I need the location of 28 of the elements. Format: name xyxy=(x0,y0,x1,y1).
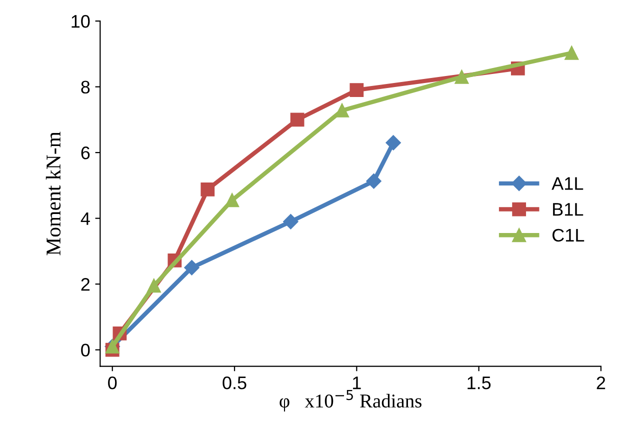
point xyxy=(335,104,349,118)
x-tick-label: 1.5 xyxy=(468,376,491,390)
x-tick-label: 0 xyxy=(108,376,117,390)
point xyxy=(366,174,382,189)
point xyxy=(454,70,469,84)
y-tick-label: 2 xyxy=(81,278,90,291)
y-tick-label: 0 xyxy=(81,344,90,357)
point xyxy=(184,260,200,276)
x-tick-label: 0.5 xyxy=(222,376,246,390)
y-tick-label: 10 xyxy=(72,14,90,28)
x-axis-title: φ x10$^{−5}$ Radians xyxy=(280,390,422,412)
point xyxy=(350,83,364,98)
x-tick-label: 1 xyxy=(353,376,361,390)
legend-label: C1L xyxy=(552,228,584,242)
point xyxy=(225,193,240,208)
y-tick-label: 6 xyxy=(81,146,90,160)
point xyxy=(146,278,161,293)
y-tick-label: 4 xyxy=(80,212,90,225)
legend-label: A1L xyxy=(552,177,584,190)
point xyxy=(283,214,298,230)
legend-label: B1L xyxy=(553,203,584,216)
point xyxy=(386,135,401,150)
y-axis-title: Moment kN-m xyxy=(46,132,61,256)
point xyxy=(200,182,215,196)
x-tick-label: 2 xyxy=(596,376,606,390)
point xyxy=(290,112,304,127)
point xyxy=(564,46,579,60)
y-tick-label: 8 xyxy=(81,80,90,94)
